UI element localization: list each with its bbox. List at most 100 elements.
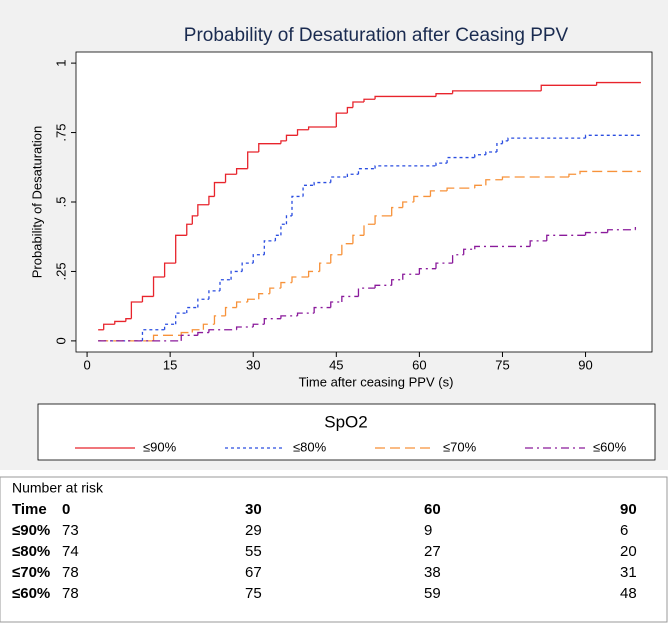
step-segment <box>247 151 259 169</box>
legend-label: ≤80% <box>293 439 327 454</box>
step-segment <box>208 290 220 300</box>
risk-cell: 55 <box>245 543 262 560</box>
step-segment <box>296 129 309 136</box>
step-segment <box>235 301 248 308</box>
step-segment <box>529 240 547 247</box>
step-segment <box>191 215 198 225</box>
risk-cell: 31 <box>620 564 637 581</box>
step-segment <box>103 323 115 330</box>
step-segment <box>208 195 215 205</box>
risk-header: 90 <box>620 501 637 518</box>
risk-cell: 29 <box>245 522 262 539</box>
step-segment <box>307 126 337 130</box>
risk-header: 60 <box>424 501 441 518</box>
x-tick-label: 60 <box>412 357 426 372</box>
risk-row-label: ≤90% <box>12 522 50 539</box>
step-segment <box>280 281 292 289</box>
risk-cell: 78 <box>62 585 79 602</box>
risk-cell: 27 <box>424 543 441 560</box>
step-segment <box>352 101 364 108</box>
step-segment <box>230 270 243 280</box>
y-tick-label: 0 <box>53 337 68 344</box>
step-segment <box>595 81 641 86</box>
step-segment <box>186 306 198 314</box>
step-segment <box>463 248 475 255</box>
risk-row-label: ≤70% <box>12 564 50 581</box>
step-segment <box>357 168 376 175</box>
step-segment <box>280 315 298 319</box>
step-segment <box>208 329 237 333</box>
risk-cell: 78 <box>62 564 79 581</box>
step-segment <box>330 301 342 308</box>
step-segment <box>175 312 187 325</box>
step-segment <box>291 195 304 216</box>
step-segment <box>568 173 580 177</box>
step-segment <box>584 134 641 139</box>
step-segment <box>291 276 309 283</box>
step-segment <box>307 270 320 277</box>
step-segment <box>330 176 348 183</box>
risk-row-label: ≤60% <box>12 585 50 602</box>
step-segment <box>363 98 376 102</box>
step-segment <box>241 262 254 272</box>
legend-title: SpO2 <box>324 412 367 431</box>
step-segment <box>213 181 226 197</box>
step-segment <box>186 223 193 236</box>
risk-header: Time <box>12 501 47 518</box>
step-segment <box>141 329 165 341</box>
step-segment <box>402 273 420 280</box>
step-segment <box>540 84 597 91</box>
step-segment <box>202 323 215 330</box>
y-tick-label: 1 <box>53 59 68 66</box>
risk-table-title: Number at risk <box>12 480 104 496</box>
step-segment <box>446 187 475 191</box>
x-tick-label: 90 <box>578 357 592 372</box>
step-segment <box>180 334 198 341</box>
step-segment <box>258 293 270 300</box>
step-segment <box>330 254 342 264</box>
step-segment <box>363 223 376 236</box>
plot-area <box>75 51 653 353</box>
step-segment <box>335 112 348 127</box>
risk-header: 30 <box>245 501 262 518</box>
legend-label: ≤90% <box>143 439 177 454</box>
step-segment <box>235 326 254 330</box>
step-segment <box>163 262 176 277</box>
step-segment <box>313 181 331 186</box>
y-tick-label: .25 <box>53 262 68 280</box>
step-segment <box>114 320 126 325</box>
x-tick-label: 0 <box>83 357 90 372</box>
risk-table <box>0 476 668 623</box>
step-segment <box>197 204 209 216</box>
step-segment <box>446 156 475 164</box>
step-segment <box>435 162 448 166</box>
step-segment <box>435 262 453 269</box>
step-segment <box>152 334 182 341</box>
step-segment <box>374 215 392 225</box>
y-tick-label: .75 <box>53 124 68 142</box>
step-segment <box>579 170 641 175</box>
step-segment <box>501 176 569 180</box>
step-segment <box>485 179 503 186</box>
step-segment <box>125 318 132 322</box>
risk-cell: 9 <box>424 522 432 539</box>
risk-row-label: ≤80% <box>12 543 50 560</box>
step-segment <box>247 298 259 302</box>
y-axis-label: Probability of Desaturation <box>29 126 44 278</box>
step-segment <box>313 306 331 314</box>
step-segment <box>374 165 436 169</box>
step-segment <box>607 229 636 233</box>
step-segment <box>252 323 265 327</box>
y-tick-label: .5 <box>53 197 68 208</box>
step-segment <box>263 318 281 325</box>
step-segment <box>357 287 376 297</box>
step-segment <box>296 312 315 316</box>
step-segment <box>258 143 281 152</box>
step-segment <box>269 287 281 294</box>
step-segment <box>584 231 608 236</box>
step-segment <box>451 254 464 264</box>
step-segment <box>285 134 298 141</box>
step-segment <box>191 329 204 333</box>
step-segment <box>435 93 453 97</box>
